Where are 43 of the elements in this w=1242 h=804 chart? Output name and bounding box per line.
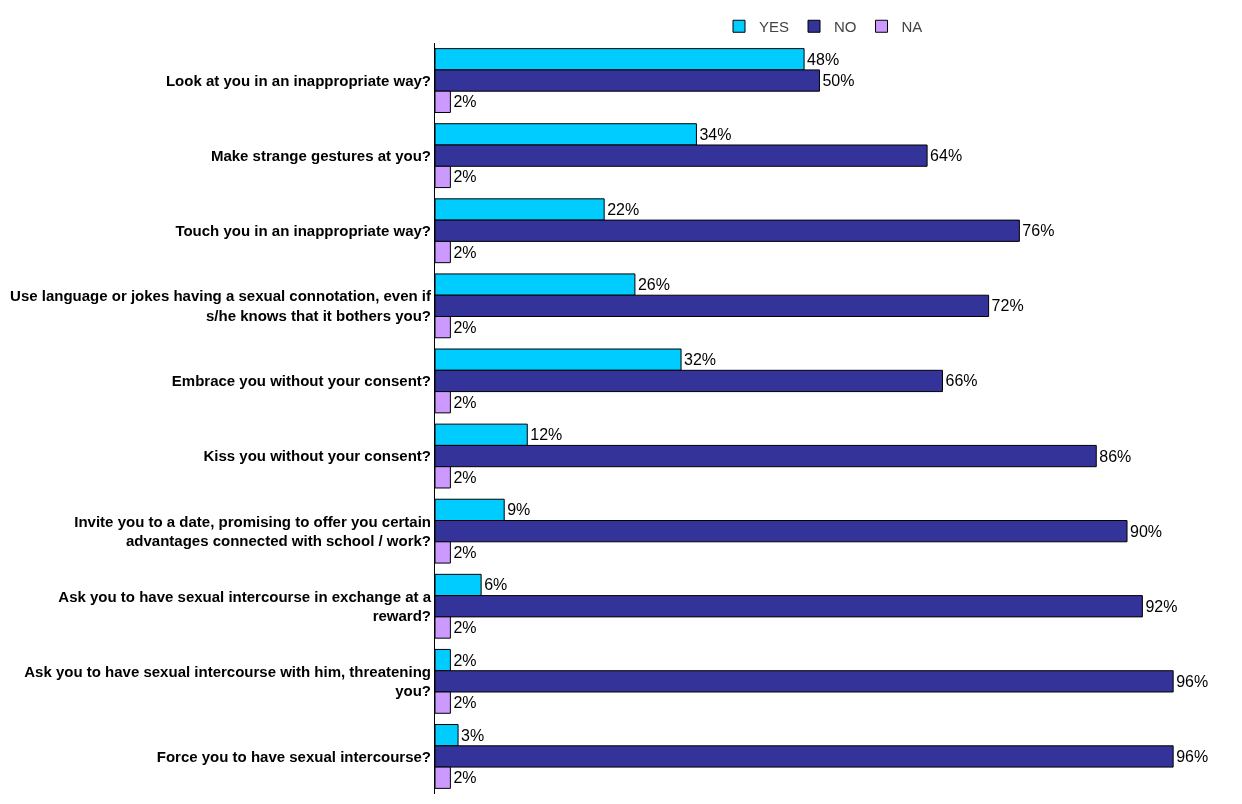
data-label: 96% (1176, 672, 1209, 690)
data-label: 66% (945, 372, 978, 390)
data-label: 2% (453, 694, 477, 712)
data-label: 2% (453, 619, 477, 637)
y-tick-label: Ask you to have sexual intercourse in exchange at a reward? (58, 587, 432, 625)
legend-label: YES (759, 18, 790, 36)
data-label: 22% (607, 200, 640, 218)
y-tick-label: Force you to have sexual intercourse? (156, 747, 431, 765)
data-label: 2% (453, 243, 477, 261)
data-label: 12% (530, 426, 563, 444)
y-tick-label: Look at you in an inappropriate way? (165, 71, 431, 89)
legend-label: NA (901, 18, 923, 36)
data-label: 96% (1176, 747, 1209, 765)
y-tick-label: Invite you to a date, promising to offer you certain advantages connected with school / work? (74, 512, 431, 550)
y-tick-label: Ask you to have sexual intercourse with him, threatening you? (24, 662, 431, 700)
data-label: 6% (484, 576, 508, 594)
y-tick-label: Make strange gestures at you? (210, 146, 431, 164)
legend-label: NO (834, 18, 857, 36)
data-label: 32% (684, 351, 717, 369)
data-label: 72% (991, 297, 1024, 315)
data-label: 9% (507, 501, 531, 519)
data-label: 86% (1099, 447, 1132, 465)
data-label: 2% (453, 168, 477, 186)
data-label: 2% (453, 318, 477, 336)
data-label: 92% (1145, 597, 1178, 615)
data-label: 2% (453, 393, 477, 411)
data-label: 64% (930, 147, 963, 165)
y-tick-label: Embrace you without your consent? (171, 372, 431, 390)
y-tick-label: Touch you in an inappropriate way? (175, 222, 431, 239)
y-tick-label: Use language or jokes having a sexual connotation, even if s/he knows that it bothers you? (10, 287, 432, 324)
data-label: 2% (453, 93, 477, 111)
data-label: 48% (807, 50, 840, 68)
data-label: 26% (637, 276, 670, 294)
data-label: 3% (461, 726, 485, 744)
data-label: 34% (699, 125, 732, 143)
y-tick-label: Kiss you without your consent? (203, 447, 431, 465)
data-label: 50% (822, 72, 855, 90)
data-label: 90% (1130, 522, 1163, 540)
data-label: 2% (453, 651, 477, 669)
data-label: 2% (453, 468, 477, 486)
data-label: 2% (453, 543, 477, 561)
data-label: 2% (453, 769, 477, 787)
data-label: 76% (1022, 222, 1055, 240)
